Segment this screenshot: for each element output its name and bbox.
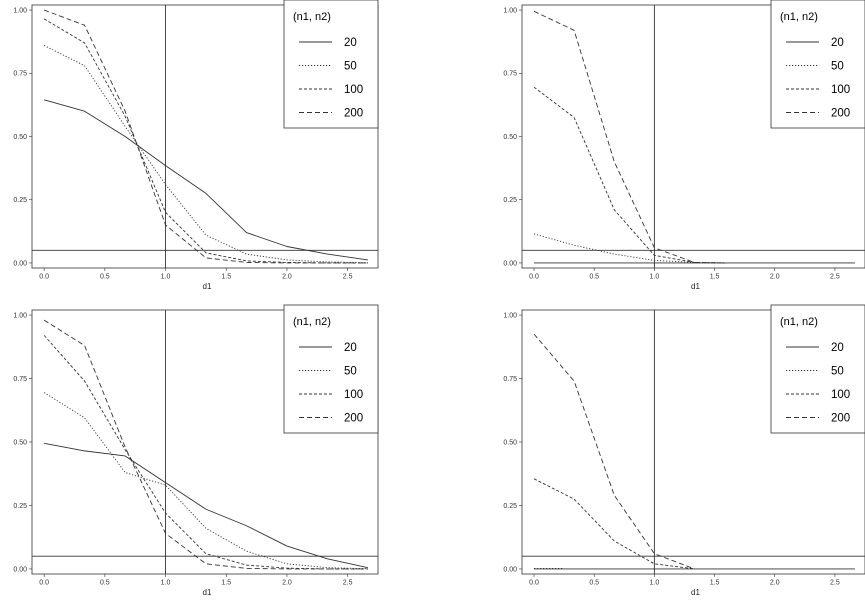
legend-label-50: 50 — [344, 61, 357, 73]
x-tick-label: 0.5 — [100, 274, 110, 281]
legend-label-100: 100 — [831, 389, 850, 401]
y-tick-label: 0.50 — [503, 439, 517, 446]
legend-label-50: 50 — [831, 366, 844, 378]
y-tick-label: 0.75 — [13, 71, 27, 78]
legend-title: (n1, n2) — [293, 11, 331, 23]
x-tick-label: 2.0 — [282, 580, 292, 587]
legend-label-100: 100 — [344, 389, 363, 401]
y-tick-label: 0.50 — [13, 134, 27, 141]
x-tick-label: 2.5 — [343, 274, 353, 281]
y-tick-label: 0.75 — [503, 71, 517, 78]
y-tick-label: 0.50 — [13, 439, 27, 446]
y-tick-label: 0.25 — [503, 197, 517, 204]
legend-label-50: 50 — [344, 366, 357, 378]
x-tick-label: 2.0 — [770, 580, 780, 587]
legend-label-100: 100 — [344, 84, 363, 96]
x-tick-label: 0.5 — [589, 274, 599, 281]
y-tick-label: 1.00 — [503, 7, 517, 14]
legend-label-200: 200 — [831, 413, 850, 425]
chart-panel-2: 0.00 0.25 0.50 0.75 1.00 0.0 0.5 1.0 1.5 2.0 2.5 d1… — [503, 0, 865, 291]
y-tick-label: 0.00 — [13, 566, 27, 573]
series-line-100 — [533, 478, 695, 570]
x-axis-title: d1 — [203, 588, 212, 597]
legend-label-200: 200 — [344, 108, 363, 120]
chart-panel-4: 0.00 0.25 0.50 0.75 1.00 0.0 0.5 1.0 1.5 2.0 2.5 d1… — [503, 304, 865, 597]
legend-label-200: 200 — [831, 108, 850, 120]
y-tick-label: 0.75 — [503, 376, 517, 383]
x-tick-label: 1.0 — [650, 580, 660, 587]
y-tick-label: 0.25 — [13, 503, 27, 510]
series-line-20 — [44, 442, 369, 569]
x-tick-label: 1.0 — [161, 580, 171, 587]
legend: (n1, n2) 20 50 100 200 — [770, 0, 865, 129]
x-tick-label: 0.0 — [529, 580, 539, 587]
legend: (n1, n2) 20 50 100 200 — [770, 304, 865, 434]
y-tick-label: 0.00 — [13, 260, 27, 267]
x-tick-label: 0.0 — [39, 274, 49, 281]
y-tick-label: 1.00 — [13, 7, 27, 14]
legend-box — [283, 0, 379, 129]
legend-label-20: 20 — [831, 37, 844, 49]
x-axis-title: d1 — [691, 588, 700, 597]
x-tick-label: 1.0 — [650, 274, 660, 281]
series-line-200 — [533, 333, 695, 570]
x-tick-label: 0.5 — [100, 580, 110, 587]
x-tick-label: 1.0 — [161, 274, 171, 281]
x-tick-label: 1.5 — [221, 274, 231, 281]
x-tick-label: 1.5 — [710, 274, 720, 281]
legend-box — [770, 0, 865, 129]
chart-panel-1: 0.00 0.25 0.50 0.75 1.00 0.0 0.5 1.0 1.5 2.0 2.5 d1… — [13, 0, 379, 291]
legend: (n1, n2) 20 50 100 200 — [283, 0, 379, 129]
x-tick-label: 0.5 — [589, 580, 599, 587]
series-line-50 — [43, 392, 368, 570]
series-line-50 — [43, 45, 368, 264]
legend-label-20: 20 — [344, 342, 357, 354]
x-tick-label: 0.0 — [39, 580, 49, 587]
legend: (n1, n2) 20 50 100 200 — [283, 304, 379, 434]
series-line-20 — [44, 99, 368, 261]
series-line-50 — [533, 233, 727, 264]
x-tick-label: 2.0 — [282, 274, 292, 281]
legend-label-20: 20 — [344, 37, 357, 49]
y-tick-label: 0.00 — [503, 566, 517, 573]
x-tick-label: 1.5 — [710, 580, 720, 587]
series-line-100 — [533, 86, 727, 264]
chart-panel-3: 0.00 0.25 0.50 0.75 1.00 0.0 0.5 1.0 1.5 2.0 2.5 d1… — [13, 304, 379, 597]
series-line-200 — [43, 9, 368, 264]
legend-title: (n1, n2) — [780, 11, 818, 23]
legend-label-100: 100 — [831, 84, 850, 96]
y-tick-label: 1.00 — [503, 312, 517, 319]
y-tick-label: 0.25 — [503, 503, 517, 510]
y-tick-label: 0.00 — [503, 260, 517, 267]
x-tick-label: 0.0 — [529, 274, 539, 281]
legend-title: (n1, n2) — [780, 316, 818, 328]
y-tick-label: 0.50 — [503, 134, 517, 141]
series-line-200 — [43, 319, 368, 570]
legend-label-20: 20 — [831, 342, 844, 354]
legend-title: (n1, n2) — [293, 316, 331, 328]
y-tick-label: 0.75 — [13, 376, 27, 383]
legend-box — [770, 304, 865, 434]
x-tick-label: 2.0 — [770, 274, 780, 281]
x-tick-label: 2.5 — [830, 274, 840, 281]
y-tick-label: 0.25 — [13, 197, 27, 204]
legend-label-200: 200 — [344, 413, 363, 425]
y-tick-label: 1.00 — [13, 312, 27, 319]
x-tick-label: 1.5 — [221, 580, 231, 587]
legend-label-50: 50 — [831, 61, 844, 73]
x-tick-label: 2.5 — [343, 580, 353, 587]
x-axis-title: d1 — [203, 282, 212, 291]
legend-box — [283, 304, 379, 434]
series-line-200 — [533, 10, 727, 264]
x-axis-title: d1 — [691, 282, 700, 291]
x-tick-label: 2.5 — [830, 580, 840, 587]
